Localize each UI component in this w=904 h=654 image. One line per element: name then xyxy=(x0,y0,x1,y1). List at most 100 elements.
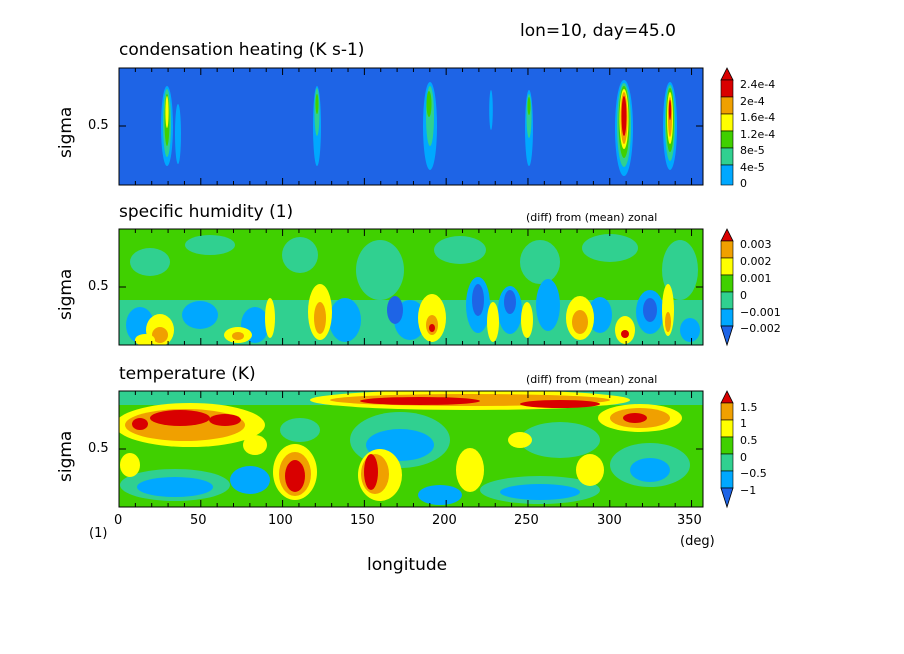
p1-cell xyxy=(489,90,493,130)
x-tick-300: 300 xyxy=(597,513,622,528)
p3-cell xyxy=(243,435,267,455)
p1-cell xyxy=(527,97,531,115)
cb3-label-3: 0 xyxy=(740,451,747,464)
p2-cell xyxy=(665,312,671,332)
p1-cell xyxy=(668,100,672,120)
p2-cell xyxy=(356,240,404,300)
p2-cell xyxy=(314,302,326,334)
header-info: lon=10, day=45.0 xyxy=(520,21,676,41)
cb1-label-6: 0 xyxy=(740,177,747,190)
p2-cell xyxy=(135,334,155,345)
p1-cell xyxy=(315,94,319,114)
cb3-label-5: −1 xyxy=(740,484,757,497)
panel-3-plot xyxy=(119,391,703,507)
cb2-label-5: −0.002 xyxy=(740,322,781,335)
x-tick-100: 100 xyxy=(268,513,293,528)
cb2-box xyxy=(720,274,734,293)
cb1-label-1: 2e-4 xyxy=(740,95,765,108)
p2-cell xyxy=(434,236,486,264)
cb3-box xyxy=(720,419,734,438)
p1-cell xyxy=(175,104,181,164)
p3-cell xyxy=(520,400,600,408)
panel-2-title: specific humidity (1) xyxy=(119,202,294,222)
cb1-arrow-top xyxy=(720,67,734,81)
x-tick-0: 0 xyxy=(114,513,123,528)
p2-cell xyxy=(662,284,674,336)
cb2-box xyxy=(720,291,734,310)
p2-cell xyxy=(182,301,218,329)
cb3-box xyxy=(720,470,734,489)
x-tick-marks xyxy=(118,68,693,507)
panel-1-plot xyxy=(119,68,703,185)
cb1-box xyxy=(720,96,734,115)
x-tick-200: 200 xyxy=(432,513,457,528)
cb1-box xyxy=(720,147,734,166)
cb2-label-0: 0.003 xyxy=(740,238,772,251)
p1-cell xyxy=(621,96,627,136)
cb2-box xyxy=(720,240,734,259)
x-tick-150: 150 xyxy=(350,513,375,528)
cb1-box xyxy=(720,113,734,132)
cb3-arrow-bottom xyxy=(720,487,734,509)
p3-cell xyxy=(230,466,270,494)
cb2-arrow-top xyxy=(720,228,734,242)
p3-cell xyxy=(137,477,213,497)
p2-cell xyxy=(282,237,318,273)
colorbar-2 xyxy=(720,228,734,347)
cb2-label-2: 0.001 xyxy=(740,272,772,285)
x-axis-label: longitude xyxy=(367,555,448,575)
p3-cell xyxy=(132,418,148,430)
panel-2-plot xyxy=(119,229,703,345)
cb1-label-3: 1.2e-4 xyxy=(740,128,776,141)
p3-cell xyxy=(500,484,580,500)
p2-cell xyxy=(572,310,588,334)
cb1-label-5: 4e-5 xyxy=(740,161,765,174)
panel-2-note: (diff) from (mean) zonal xyxy=(526,211,658,224)
p2-cell xyxy=(662,240,698,300)
cb1-label-0: 2.4e-4 xyxy=(740,78,776,91)
p3-cell xyxy=(508,432,532,448)
p2-cell xyxy=(152,327,168,343)
p1-cell xyxy=(426,91,432,117)
p3-cell xyxy=(280,418,320,442)
cb2-label-1: 0.002 xyxy=(740,255,772,268)
cb2-label-3: 0 xyxy=(740,289,747,302)
cb2-box xyxy=(720,257,734,276)
cb3-box xyxy=(720,402,734,421)
p2-cell xyxy=(680,318,700,342)
panel-3-note: (diff) from (mean) zonal xyxy=(526,373,658,386)
p2-cell xyxy=(472,284,484,316)
cb3-label-1: 1 xyxy=(740,417,747,430)
p2-cell xyxy=(536,279,560,331)
panel-3-title: temperature (K) xyxy=(119,364,256,384)
cb3-box xyxy=(720,436,734,455)
p1-cell xyxy=(165,96,169,128)
colorbar-3 xyxy=(720,390,734,509)
cb3-label-2: 0.5 xyxy=(740,434,758,447)
p3-cell xyxy=(630,458,670,482)
p3-cell xyxy=(360,397,480,405)
p3-cell xyxy=(285,460,305,492)
p2-cell xyxy=(429,324,435,332)
cb1-label-2: 1.6e-4 xyxy=(740,111,776,124)
p2-cell xyxy=(329,298,361,342)
x-tick-250: 250 xyxy=(514,513,539,528)
panel-1-title: condensation heating (K s-1) xyxy=(119,40,365,60)
corner-label: (1) xyxy=(89,526,108,541)
p3-cell xyxy=(120,453,140,477)
panel-1-ytick: 0.5 xyxy=(88,118,109,133)
p2-cell xyxy=(232,332,244,340)
cb3-arrow-top xyxy=(720,390,734,404)
cb3-box xyxy=(720,453,734,472)
p2-cell xyxy=(487,302,499,342)
p2-cell xyxy=(130,248,170,276)
cb2-box xyxy=(720,308,734,327)
p3-cell xyxy=(364,454,378,490)
p2-cell xyxy=(643,298,657,322)
cb1-box xyxy=(720,164,734,186)
p2-cell xyxy=(588,297,612,333)
x-unit-label: (deg) xyxy=(680,534,715,549)
panel-3-ytick: 0.5 xyxy=(88,441,109,456)
panel-1-background xyxy=(119,68,703,185)
